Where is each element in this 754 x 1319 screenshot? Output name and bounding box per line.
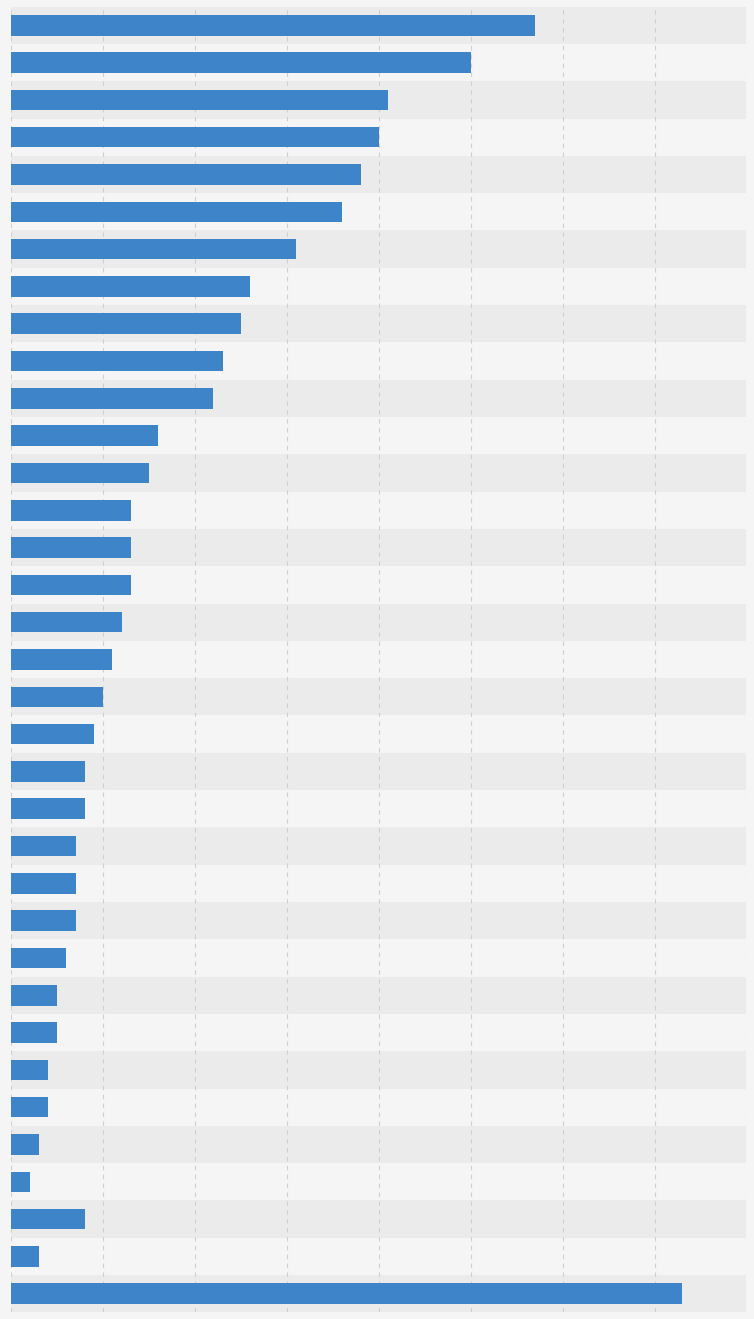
Bar (11, 537, 130, 558)
Bar (11, 388, 213, 409)
Bar (11, 873, 75, 893)
Bar (11, 976, 746, 1014)
Bar (11, 15, 535, 36)
Bar (11, 902, 746, 939)
Bar (11, 202, 342, 222)
Bar (11, 1022, 57, 1043)
Bar (11, 127, 379, 148)
Bar (11, 156, 746, 193)
Bar (11, 454, 746, 492)
Bar (11, 566, 746, 604)
Bar (11, 649, 112, 670)
Bar (11, 529, 746, 566)
Bar (11, 44, 746, 82)
Bar (11, 82, 746, 119)
Bar (11, 380, 746, 417)
Bar (11, 1210, 85, 1229)
Bar (11, 1051, 746, 1088)
Bar (11, 1134, 39, 1154)
Bar (11, 604, 746, 641)
Bar (11, 268, 746, 305)
Bar (11, 575, 130, 595)
Bar (11, 165, 360, 185)
Bar (11, 985, 57, 1005)
Bar (11, 119, 746, 156)
Bar (11, 1014, 746, 1051)
Bar (11, 1283, 682, 1304)
Bar (11, 761, 85, 782)
Bar (11, 1163, 746, 1200)
Bar (11, 1275, 746, 1312)
Bar (11, 1237, 746, 1275)
Bar (11, 463, 149, 483)
Bar (11, 239, 296, 260)
Bar (11, 798, 85, 819)
Bar (11, 1088, 746, 1126)
Bar (11, 500, 130, 521)
Bar (11, 753, 746, 790)
Bar (11, 417, 746, 454)
Bar (11, 90, 388, 109)
Bar (11, 305, 746, 343)
Bar (11, 724, 94, 744)
Bar (11, 1246, 39, 1266)
Bar (11, 612, 121, 632)
Bar (11, 687, 103, 707)
Bar (11, 351, 222, 371)
Bar (11, 836, 75, 856)
Bar (11, 1059, 48, 1080)
Bar (11, 276, 250, 297)
Bar (11, 939, 746, 976)
Bar (11, 910, 75, 931)
Bar (11, 1171, 29, 1192)
Bar (11, 7, 746, 44)
Bar (11, 492, 746, 529)
Bar (11, 678, 746, 715)
Bar (11, 53, 470, 73)
Bar (11, 314, 241, 334)
Bar (11, 1097, 48, 1117)
Bar (11, 343, 746, 380)
Bar (11, 790, 746, 827)
Bar (11, 231, 746, 268)
Bar (11, 948, 66, 968)
Bar (11, 865, 746, 902)
Bar (11, 1200, 746, 1237)
Bar (11, 1126, 746, 1163)
Bar (11, 827, 746, 865)
Bar (11, 641, 746, 678)
Bar (11, 715, 746, 753)
Bar (11, 193, 746, 231)
Bar (11, 426, 158, 446)
